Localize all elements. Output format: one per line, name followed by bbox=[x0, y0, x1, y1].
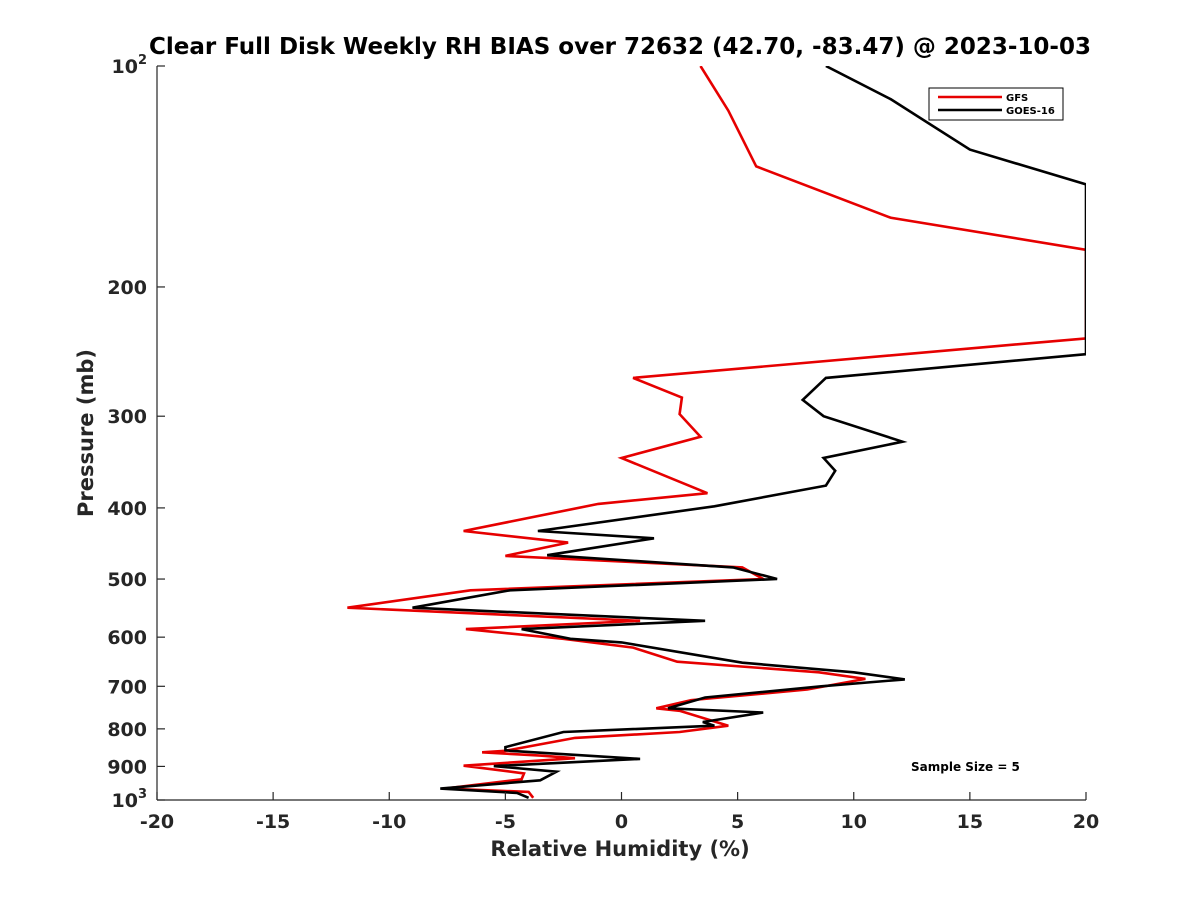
y-tick-label: 102 bbox=[112, 53, 148, 78]
x-tick-label: -15 bbox=[256, 811, 290, 833]
y-tick-label: 600 bbox=[107, 627, 147, 649]
x-tick-label: 5 bbox=[731, 811, 744, 833]
y-tick-label: 103 bbox=[112, 787, 148, 812]
y-axis-ticks: 102 200 300 400 500 600 700 800 900 103 bbox=[107, 53, 165, 812]
series-lines bbox=[347, 66, 1086, 799]
x-tick-label: 0 bbox=[615, 811, 628, 833]
legend-box bbox=[928, 87, 1064, 121]
y-tick-label: 900 bbox=[107, 756, 147, 778]
series-line-goes16 bbox=[412, 66, 1086, 799]
sample-size-annotation: Sample Size = 5 bbox=[911, 760, 1020, 774]
y-tick-label: 800 bbox=[107, 719, 147, 741]
x-axis-ticks: -20 -15 -10 -5 0 5 10 15 20 bbox=[140, 792, 1099, 833]
plot-area bbox=[156, 66, 1086, 801]
y-tick-label: 700 bbox=[107, 676, 147, 698]
x-tick-label: -20 bbox=[140, 811, 174, 833]
y-tick-label: 200 bbox=[107, 277, 147, 299]
y-axis-label: Pressure (mb) bbox=[74, 349, 98, 517]
y-tick-label: 300 bbox=[107, 406, 147, 428]
x-tick-label: 10 bbox=[841, 811, 867, 833]
legend: GFS GOES-16 bbox=[928, 87, 1064, 121]
x-tick-label: -5 bbox=[495, 811, 516, 833]
y-tick-label: 400 bbox=[107, 498, 147, 520]
x-axis-label: Relative Humidity (%) bbox=[490, 837, 749, 861]
legend-label-goes16: GOES-16 bbox=[1006, 106, 1055, 117]
chart-title: Clear Full Disk Weekly RH BIAS over 7263… bbox=[149, 34, 1091, 60]
y-tick-label: 500 bbox=[107, 569, 147, 591]
legend-label-gfs: GFS bbox=[1006, 93, 1028, 104]
x-tick-label: -10 bbox=[372, 811, 406, 833]
x-tick-label: 15 bbox=[957, 811, 983, 833]
x-tick-label: 20 bbox=[1073, 811, 1099, 833]
series-line-gfs bbox=[347, 66, 1086, 799]
